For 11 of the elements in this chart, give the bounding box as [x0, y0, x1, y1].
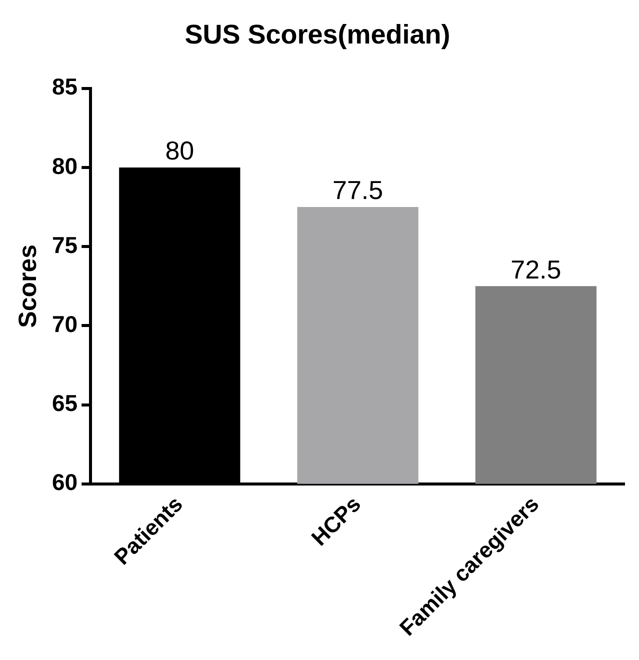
y-tick-label: 80	[52, 152, 78, 179]
y-tick-label: 60	[52, 469, 78, 496]
data-label: 77.5	[332, 175, 384, 206]
y-axis-title: Scores	[14, 244, 42, 328]
y-tick-label: 75	[52, 232, 78, 258]
y-tick-label: 85	[52, 74, 78, 100]
data-label: 72.5	[510, 254, 562, 284]
data-label: 80	[165, 136, 194, 166]
y-tick-label: 70	[52, 311, 78, 338]
chart-title: SUS Scores(median)	[184, 20, 450, 50]
y-tick-label: 65	[52, 390, 78, 416]
